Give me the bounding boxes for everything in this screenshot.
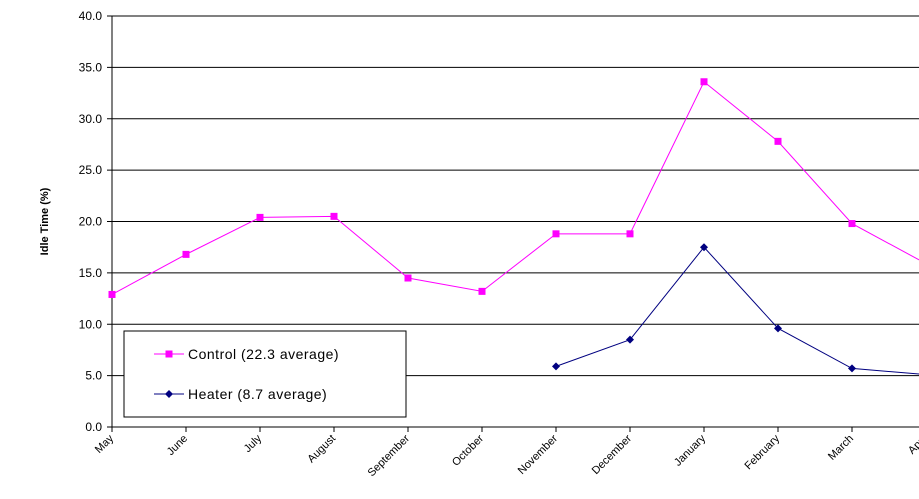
x-tick-label: March: [826, 433, 856, 463]
data-point: [774, 137, 782, 145]
series-line-0: [111, 80, 919, 295]
y-tick-label: 20.0: [79, 215, 103, 229]
data-point: [848, 364, 856, 373]
legend-marker: [165, 390, 173, 398]
x-tick-label: February: [743, 432, 783, 472]
data-point: [626, 335, 634, 344]
series-line-1: [555, 246, 919, 375]
data-point: [256, 213, 264, 221]
legend-marker: [165, 350, 173, 358]
data-point: [774, 324, 782, 333]
data-point: [700, 78, 708, 86]
x-tick-label: September: [366, 432, 413, 479]
y-tick-label: 40.0: [79, 9, 103, 23]
y-tick-label: 10.0: [79, 317, 103, 331]
data-point: [552, 230, 560, 238]
data-point: [404, 274, 412, 282]
data-point: [108, 290, 116, 298]
y-tick-label: 15.0: [79, 266, 103, 280]
x-tick-label: June: [165, 433, 190, 458]
data-point: [626, 230, 634, 238]
data-point: [330, 212, 338, 220]
data-point: [552, 362, 560, 371]
legend-item-1: Heater (8.7 average): [154, 386, 327, 402]
y-tick-label: 30.0: [79, 112, 103, 126]
legend-label: Control (22.3 average): [188, 346, 339, 362]
legend-item-0: Control (22.3 average): [154, 346, 339, 362]
series-layer: [108, 78, 919, 375]
x-tick-label: May: [93, 432, 117, 456]
y-tick-label: 5.0: [85, 369, 102, 383]
x-tick-labels: May June July August September October Novembe…: [93, 427, 919, 479]
legend-box: [123, 330, 407, 418]
y-tick-labels: 0.0 5.0 10.0 15.0 20.0 25.0 30.0 35.0 40.0: [79, 9, 112, 434]
x-tick-label: April: [906, 433, 919, 457]
data-point: [700, 243, 708, 252]
legend-items: Control (22.3 average) Heater (8.7 averag…: [154, 346, 339, 402]
y-tick-label: 0.0: [85, 420, 102, 434]
series-0: [108, 78, 919, 298]
legend: Control (22.3 average) Heater (8.7 averag…: [123, 330, 407, 418]
x-tick-label: January: [672, 432, 709, 469]
data-point: [848, 220, 856, 228]
y-axis-label: Idle Time (%): [39, 187, 51, 255]
series-1: [552, 243, 919, 375]
x-tick-label: July: [242, 432, 265, 455]
x-tick-label: August: [305, 433, 338, 466]
x-tick-label: October: [450, 432, 486, 468]
y-tick-label: 25.0: [79, 163, 103, 177]
legend-label: Heater (8.7 average): [188, 386, 327, 402]
x-tick-label: November: [516, 432, 561, 477]
x-tick-label: December: [590, 432, 635, 477]
data-point: [182, 250, 190, 258]
data-point: [478, 287, 486, 295]
y-tick-label: 35.0: [79, 60, 103, 74]
